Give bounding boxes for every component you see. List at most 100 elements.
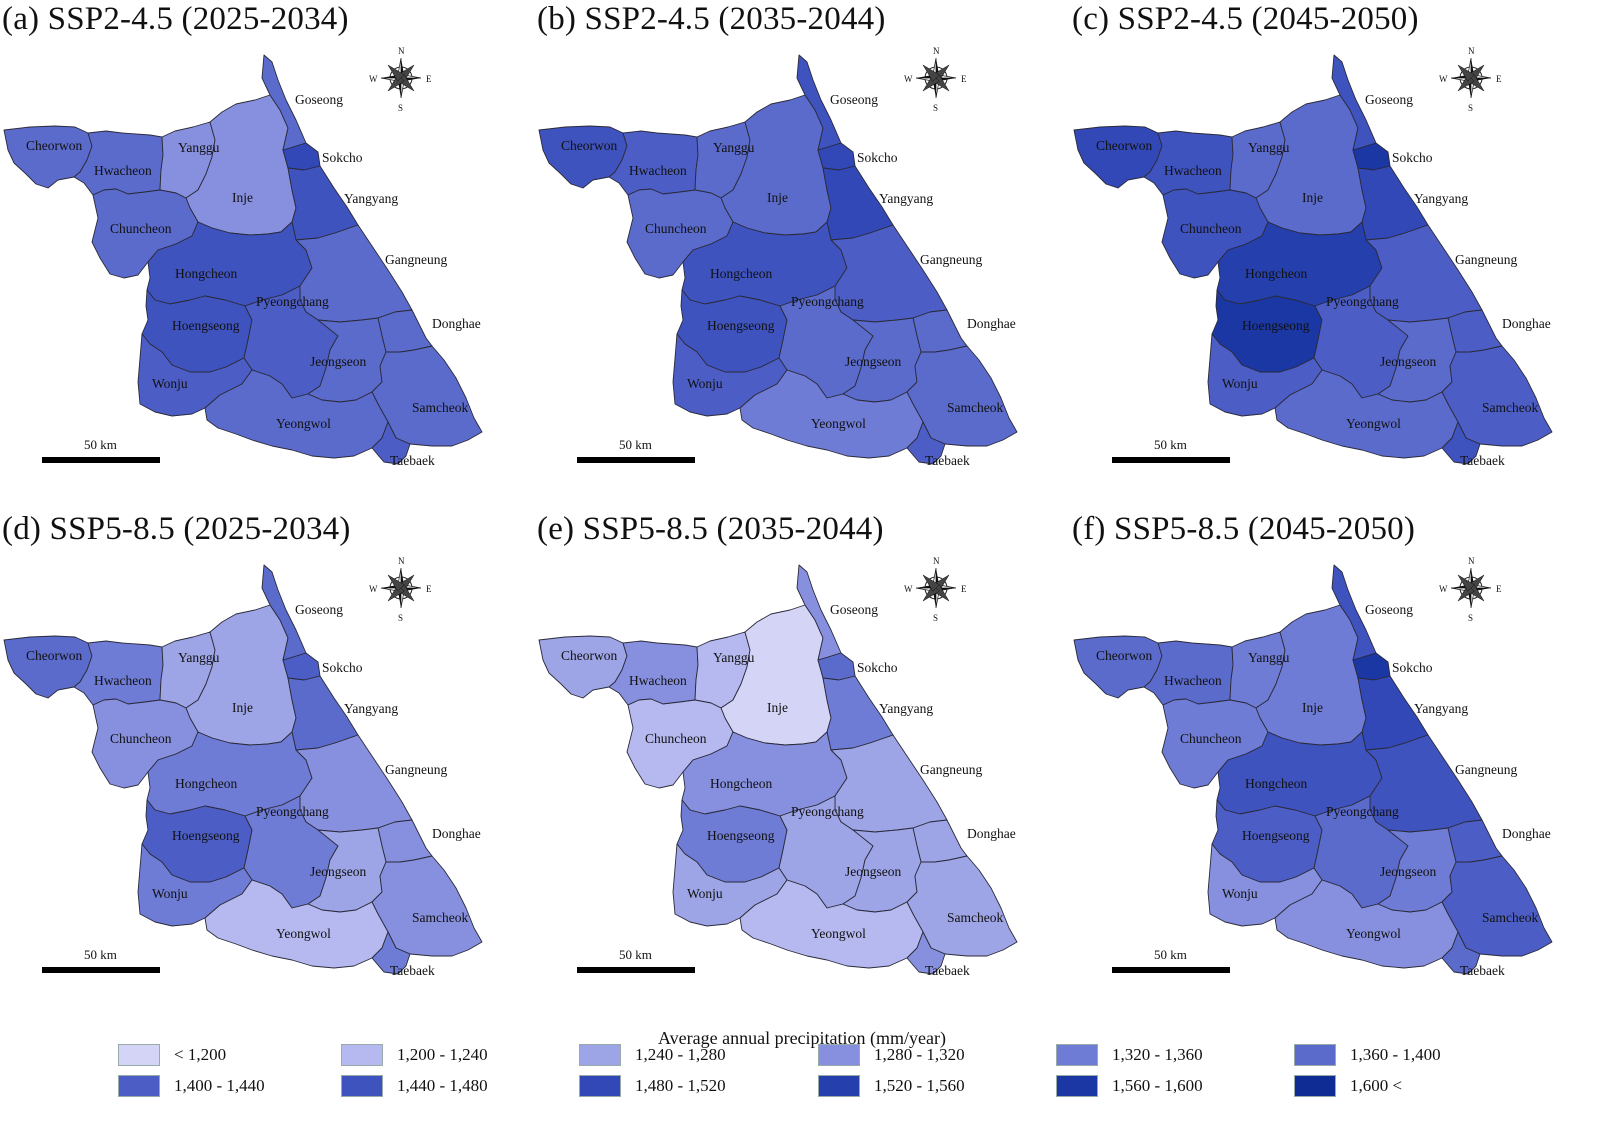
region-label-hongcheon: Hongcheon bbox=[710, 266, 772, 281]
region-label-donghae: Donghae bbox=[432, 316, 481, 331]
region-label-pyeongchang: Pyeongchang bbox=[1326, 294, 1399, 309]
region-label-yanggu: Yanggu bbox=[178, 650, 220, 665]
region-label-chuncheon: Chuncheon bbox=[110, 731, 172, 746]
region-label-donghae: Donghae bbox=[1502, 316, 1551, 331]
compass-rose-icon: N S E W bbox=[904, 556, 967, 623]
region-yeongwol bbox=[204, 369, 389, 459]
panel-title: (f) SSP5-8.5 (2045-2050) bbox=[1072, 511, 1416, 547]
compass-rose-icon: N S E W bbox=[904, 46, 967, 113]
region-label-hongcheon: Hongcheon bbox=[1245, 266, 1307, 281]
legend-swatch bbox=[1294, 1075, 1336, 1097]
scale-bar: 50 km bbox=[42, 947, 160, 973]
region-label-goseong: Goseong bbox=[1365, 602, 1413, 617]
legend-title: Average annual precipitation (mm/year) bbox=[657, 1028, 947, 1048]
legend-item: 1,320 - 1,360 bbox=[1056, 1043, 1203, 1067]
scale-bar: 50 km bbox=[577, 947, 695, 973]
region-yeongwol bbox=[1274, 879, 1459, 969]
region-label-samcheok: Samcheok bbox=[1482, 910, 1538, 925]
region-label-hongcheon: Hongcheon bbox=[175, 776, 237, 791]
region-label-yeongwol: Yeongwol bbox=[811, 416, 866, 431]
region-label-yangyang: Yangyang bbox=[344, 701, 398, 716]
compass-e-label: E bbox=[426, 74, 432, 84]
legend-swatch bbox=[818, 1075, 860, 1097]
compass-n-label: N bbox=[398, 556, 405, 566]
region-label-cheorwon: Cheorwon bbox=[561, 138, 617, 153]
scale-bar-label: 50 km bbox=[619, 437, 652, 452]
region-label-chuncheon: Chuncheon bbox=[645, 221, 707, 236]
scale-bar: 50 km bbox=[42, 437, 160, 463]
region-label-sokcho: Sokcho bbox=[1392, 660, 1433, 675]
legend-item: < 1,200 bbox=[118, 1043, 226, 1067]
compass-e-label: E bbox=[961, 584, 967, 594]
choropleth-map: Cheorwon Hwacheon Yanggu Inje Goseong Sokcho Y… bbox=[538, 46, 1018, 468]
region-label-sokcho: Sokcho bbox=[857, 150, 898, 165]
legend-swatch bbox=[1056, 1075, 1098, 1097]
region-labels: Cheorwon Hwacheon Yanggu Inje Goseong Sokcho Y… bbox=[1096, 92, 1551, 468]
region-label-taebaek: Taebaek bbox=[925, 453, 970, 468]
panel-title: (a) SSP2-4.5 (2025-2034) bbox=[2, 1, 349, 37]
region-donghae bbox=[912, 819, 968, 863]
legend-label: 1,280 - 1,320 bbox=[874, 1045, 965, 1064]
region-label-goseong: Goseong bbox=[295, 602, 343, 617]
region-taebaek bbox=[1441, 421, 1481, 465]
region-label-chuncheon: Chuncheon bbox=[110, 221, 172, 236]
region-yeongwol bbox=[204, 879, 389, 969]
choropleth-map: Cheorwon Hwacheon Yanggu Inje Goseong Sokcho Y… bbox=[1073, 46, 1553, 468]
scale-bar: 50 km bbox=[577, 437, 695, 463]
compass-e-label: E bbox=[426, 584, 432, 594]
map-panel-e: (e) SSP5-8.5 (2035-2044) Cheorwon Hwacheo… bbox=[535, 510, 1069, 1020]
map-panel-c: (c) SSP2-4.5 (2045-2050) Cheorwon Hwacheo… bbox=[1070, 0, 1604, 510]
region-label-chuncheon: Chuncheon bbox=[1180, 731, 1242, 746]
region-label-hoengseong: Hoengseong bbox=[1242, 318, 1310, 333]
choropleth-map: Cheorwon Hwacheon Yanggu Inje Goseong Sokcho Y… bbox=[1073, 556, 1553, 978]
legend-item: 1,560 - 1,600 bbox=[1056, 1074, 1203, 1098]
region-label-yangyang: Yangyang bbox=[879, 701, 933, 716]
scale-bar-label: 50 km bbox=[84, 947, 117, 962]
region-yeongwol bbox=[739, 879, 924, 969]
map-panel-f: (f) SSP5-8.5 (2045-2050) Cheorwon Hwacheo… bbox=[1070, 510, 1604, 1020]
legend-item: 1,520 - 1,560 bbox=[818, 1074, 965, 1098]
region-label-donghae: Donghae bbox=[967, 826, 1016, 841]
region-label-jeongseon: Jeongseon bbox=[1380, 864, 1436, 879]
region-label-sokcho: Sokcho bbox=[322, 660, 363, 675]
region-label-hoengseong: Hoengseong bbox=[1242, 828, 1310, 843]
region-label-jeongseon: Jeongseon bbox=[845, 354, 901, 369]
compass-w-label: W bbox=[904, 584, 913, 594]
choropleth-map: Cheorwon Hwacheon Yanggu Inje Goseong Sokcho Y… bbox=[538, 556, 1018, 978]
legend-item: 1,400 - 1,440 bbox=[118, 1074, 265, 1098]
region-label-inje: Inje bbox=[232, 190, 253, 205]
legend-swatch bbox=[1056, 1044, 1098, 1066]
scale-bar: 50 km bbox=[1112, 947, 1230, 973]
region-label-donghae: Donghae bbox=[432, 826, 481, 841]
region-label-sokcho: Sokcho bbox=[1392, 150, 1433, 165]
region-label-pyeongchang: Pyeongchang bbox=[791, 294, 864, 309]
legend-swatch bbox=[118, 1044, 160, 1066]
regions bbox=[3, 564, 483, 975]
legend-label: 1,440 - 1,480 bbox=[397, 1076, 488, 1095]
region-label-jeongseon: Jeongseon bbox=[1380, 354, 1436, 369]
region-label-yangyang: Yangyang bbox=[344, 191, 398, 206]
region-taebaek bbox=[1441, 931, 1481, 975]
region-label-hongcheon: Hongcheon bbox=[175, 266, 237, 281]
region-label-cheorwon: Cheorwon bbox=[26, 138, 82, 153]
compass-w-label: W bbox=[904, 74, 913, 84]
region-label-yeongwol: Yeongwol bbox=[811, 926, 866, 941]
region-label-chuncheon: Chuncheon bbox=[645, 731, 707, 746]
legend-label: 1,600 < bbox=[1350, 1076, 1403, 1095]
map-panel-b: (b) SSP2-4.5 (2035-2044) Cheorwon Hwacheo… bbox=[535, 0, 1069, 510]
region-label-pyeongchang: Pyeongchang bbox=[1326, 804, 1399, 819]
region-label-hongcheon: Hongcheon bbox=[1245, 776, 1307, 791]
region-label-cheorwon: Cheorwon bbox=[1096, 648, 1152, 663]
region-label-samcheok: Samcheok bbox=[947, 400, 1003, 415]
compass-rose-icon: N S E W bbox=[1439, 46, 1502, 113]
region-label-goseong: Goseong bbox=[830, 602, 878, 617]
legend-item: 1,280 - 1,320 bbox=[818, 1043, 965, 1067]
compass-w-label: W bbox=[1439, 584, 1448, 594]
region-label-hwacheon: Hwacheon bbox=[629, 163, 687, 178]
region-taebaek bbox=[906, 421, 946, 465]
legend-item: 1,360 - 1,400 bbox=[1294, 1043, 1441, 1067]
compass-w-label: W bbox=[369, 584, 378, 594]
region-label-hwacheon: Hwacheon bbox=[629, 673, 687, 688]
legend-label: 1,560 - 1,600 bbox=[1112, 1076, 1203, 1095]
region-label-inje: Inje bbox=[232, 700, 253, 715]
